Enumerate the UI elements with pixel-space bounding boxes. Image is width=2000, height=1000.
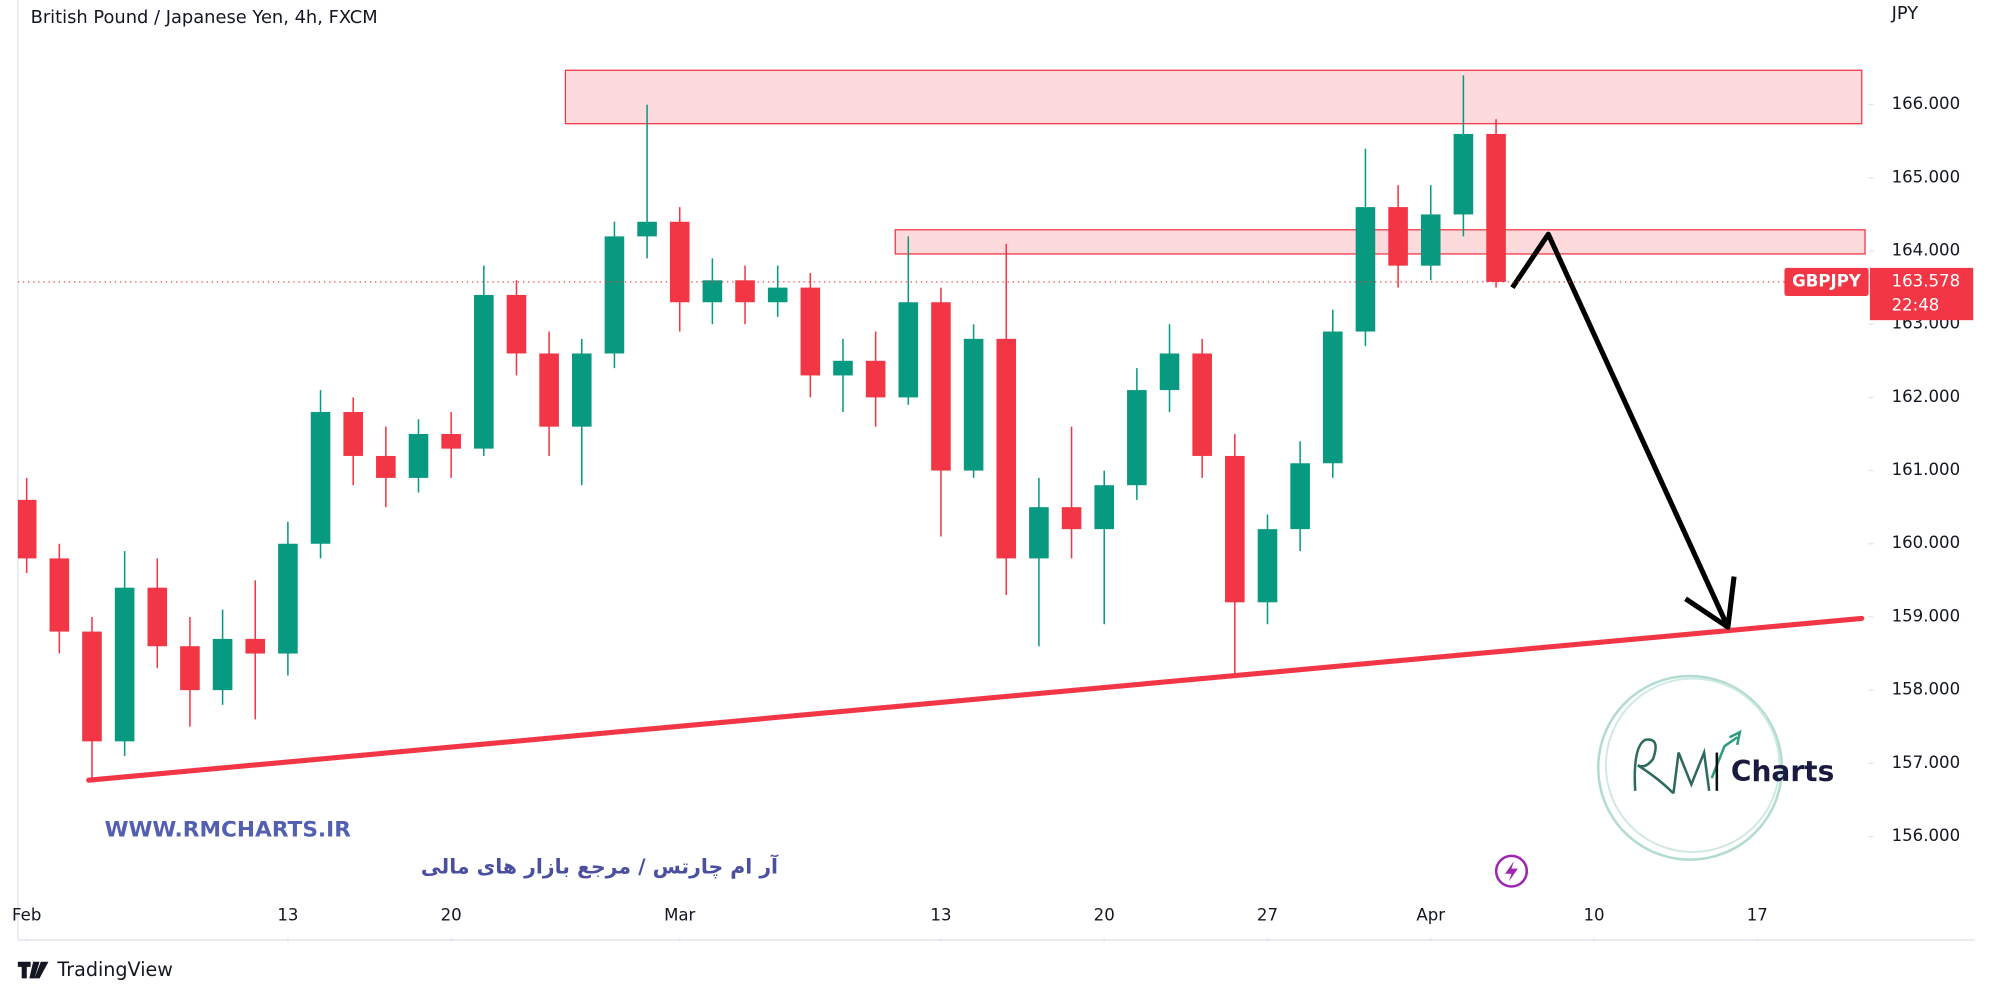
candle-body <box>343 412 363 456</box>
y-tick-label: 159.000 <box>1892 606 1961 625</box>
logo-ring <box>1596 674 1784 861</box>
plot-area <box>17 69 1869 783</box>
x-tick-label: 20 <box>1094 905 1115 924</box>
x-tick-label: 17 <box>1747 905 1768 924</box>
symbol-badge <box>1784 267 1869 296</box>
last-price-label: 163.578 <box>1892 271 1961 290</box>
resistance-zone <box>894 229 1866 255</box>
y-tick-label: 160.000 <box>1892 533 1961 552</box>
candle-body <box>702 280 723 303</box>
candle-body <box>147 587 168 647</box>
x-tick-label: Apr <box>1416 905 1445 924</box>
candle-body <box>1355 207 1376 332</box>
x-tick-label: 20 <box>441 905 462 924</box>
candle-body <box>931 302 951 471</box>
y-tick-label: 157.000 <box>1892 753 1961 772</box>
candle-body <box>735 280 755 303</box>
y-tick-label: 165.000 <box>1892 167 1961 186</box>
candle-body <box>1159 353 1180 391</box>
candle-body <box>637 221 657 237</box>
candle-body <box>1290 463 1310 530</box>
logo-text: Charts <box>1731 755 1834 788</box>
logo-ring <box>1604 677 1781 853</box>
candle-body <box>212 638 233 691</box>
y-tick-label: 166.000 <box>1892 94 1961 113</box>
candle-body <box>865 360 886 398</box>
candle-body <box>767 287 788 303</box>
candle-body <box>1486 133 1506 282</box>
logo-glyph <box>1633 738 1711 795</box>
candle-body <box>1257 529 1278 603</box>
x-tick-label: Feb <box>12 905 41 924</box>
x-tick-label: Mar <box>664 905 695 924</box>
y-tick-label: 158.000 <box>1892 680 1961 699</box>
candle-body <box>17 499 37 559</box>
candle-body <box>1420 214 1441 266</box>
countdown-label: 22:48 <box>1892 296 1940 315</box>
arrow-head <box>1684 576 1737 630</box>
candle-body <box>1453 133 1474 215</box>
brand-logo <box>17 961 49 979</box>
candle-body <box>441 433 461 449</box>
candle-body <box>996 338 1017 559</box>
y-tick-label: 156.000 <box>1892 826 1961 845</box>
candle-body <box>376 455 396 478</box>
candle-body <box>114 587 135 742</box>
x-tick-label: 13 <box>277 905 298 924</box>
logo: Charts <box>1596 674 1834 861</box>
brand-text: TradingView <box>56 958 173 981</box>
candle-body <box>506 294 527 354</box>
candle-body <box>1225 455 1245 603</box>
alert-bolt <box>1505 860 1518 882</box>
y-tick-label: 164.000 <box>1892 241 1961 260</box>
y-tick-label: 161.000 <box>1892 460 1961 479</box>
axes: 156.000 157.000 158.000 159.000 160.000 161.0… <box>12 94 1974 942</box>
alert-icon <box>1494 854 1529 888</box>
y-tick-label: 162.000 <box>1892 387 1961 406</box>
candle-body <box>310 412 331 544</box>
candle-body <box>474 294 494 449</box>
price-badge <box>1869 267 1974 321</box>
candle-body <box>1094 485 1115 530</box>
candle-body <box>180 646 200 691</box>
candle-body <box>963 338 984 471</box>
candle-body <box>669 221 690 303</box>
projection-arrow <box>1510 231 1731 629</box>
candle-body <box>898 302 919 398</box>
candle-body <box>1322 331 1343 464</box>
candle-body <box>245 638 266 654</box>
candle-body <box>1192 353 1212 456</box>
trendline <box>86 615 1865 783</box>
candle-body <box>571 353 592 427</box>
candle-body <box>604 236 625 354</box>
chart-title: British Pound / Japanese Yen, 4h, FXCM <box>31 7 378 28</box>
resistance-zone <box>564 69 1863 125</box>
candle-body <box>1061 507 1082 530</box>
currency-label: JPY <box>1891 3 1919 24</box>
candle-body <box>49 558 70 632</box>
candle-body <box>800 287 821 376</box>
candle-body <box>833 360 853 376</box>
branding: TradingView <box>17 958 173 981</box>
candle-body <box>1388 207 1408 266</box>
candle-body <box>408 433 429 478</box>
candle-body <box>82 631 102 742</box>
x-tick-label: 10 <box>1583 905 1604 924</box>
candle-body <box>1029 507 1049 559</box>
candle-body <box>1127 390 1147 486</box>
x-tick-label: 13 <box>930 905 951 924</box>
watermark-tagline: آر ام چارتس / مرجع بازار های مالی <box>421 853 779 878</box>
x-tick-label: 27 <box>1257 905 1278 924</box>
symbol-label: GBPJPY <box>1792 271 1862 290</box>
candle-body <box>539 353 559 427</box>
watermark-url: WWW.RMCHARTS.IR <box>105 817 352 842</box>
candle-body <box>278 543 298 654</box>
